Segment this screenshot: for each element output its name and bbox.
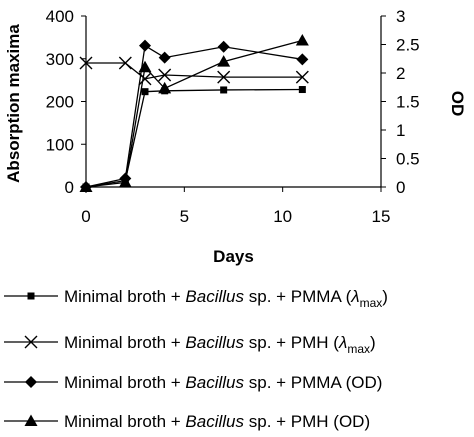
series-4-point <box>158 81 172 94</box>
y2-tick-label: 2 <box>396 64 405 83</box>
series-4-point <box>295 34 309 46</box>
plot-area: 0 100 200 300 400 0 0.5 1 1.5 2 2.5 3 0 5 10 15 Days Abso… <box>4 7 467 266</box>
y-tick-label: 300 <box>46 50 74 69</box>
y2-tick-label: 3 <box>396 7 405 26</box>
legend-swatch-marker <box>25 376 37 388</box>
x-tick-label: 10 <box>273 207 292 226</box>
series-4 <box>79 34 309 192</box>
series-2-line <box>86 62 303 80</box>
series-4-point <box>138 60 152 73</box>
y-tick-label: 100 <box>46 135 74 154</box>
x-axis-title: Days <box>213 247 254 266</box>
y2-tick-label: 1 <box>396 121 405 140</box>
legend-item-2: Minimal broth + Bacillus sp. + PMH (λmax… <box>4 333 376 356</box>
series-1-line <box>85 88 303 188</box>
y-tick-label: 0 <box>65 178 74 197</box>
series-2-point <box>158 68 172 82</box>
series-3-point <box>139 39 151 52</box>
y2-tick-label: 1.5 <box>396 93 420 112</box>
legend-swatch-marker <box>24 414 38 426</box>
series-3-line <box>85 44 303 188</box>
series-4-point <box>79 180 93 192</box>
legend-label: Minimal broth + Bacillus sp. + PMMA (OD) <box>64 373 382 392</box>
series-4-line <box>85 39 303 188</box>
series-4-point <box>217 55 231 67</box>
legend: Minimal broth + Bacillus sp. + PMMA (λma… <box>4 287 388 431</box>
series-1-point <box>220 86 228 94</box>
series-3 <box>80 39 309 193</box>
legend-item-4: Minimal broth + Bacillus sp. + PMH (OD) <box>4 412 370 431</box>
series-3-point <box>158 51 171 64</box>
x-tick-label: 0 <box>81 207 90 226</box>
legend-item-1: Minimal broth + Bacillus sp. + PMMA (λma… <box>4 287 388 310</box>
y2-tick-label: 0 <box>396 178 405 197</box>
series-2 <box>79 56 309 86</box>
x-tick-label: 5 <box>180 207 189 226</box>
series-1-point <box>298 86 306 94</box>
y-axis-title: Absorption maxima <box>4 24 23 183</box>
series-2-point <box>79 56 93 70</box>
series-4-point <box>118 175 132 188</box>
legend-label: Minimal broth + Bacillus sp. + PMH (λmax… <box>64 333 376 356</box>
y-tick-label: 200 <box>46 93 74 112</box>
series-2-point <box>118 56 132 70</box>
legend-swatch-marker <box>27 292 35 300</box>
series-1 <box>82 86 306 191</box>
legend-item-3: Minimal broth + Bacillus sp. + PMMA (OD) <box>4 373 382 392</box>
series-2-point <box>217 70 231 84</box>
series-3-point <box>296 53 309 66</box>
y2-tick-label: 2.5 <box>396 36 420 55</box>
y-tick-label: 400 <box>46 7 74 26</box>
y2-tick-label: 0.5 <box>396 150 420 169</box>
series-1-point <box>141 88 149 96</box>
legend-label: Minimal broth + Bacillus sp. + PMMA (λma… <box>64 287 388 310</box>
series-3-point <box>217 40 230 53</box>
legend-swatch-marker <box>24 335 38 349</box>
series-2-point <box>295 70 309 84</box>
x-tick-label: 15 <box>372 207 391 226</box>
legend-label: Minimal broth + Bacillus sp. + PMH (OD) <box>64 412 370 431</box>
y2-axis-title: OD <box>448 91 467 117</box>
